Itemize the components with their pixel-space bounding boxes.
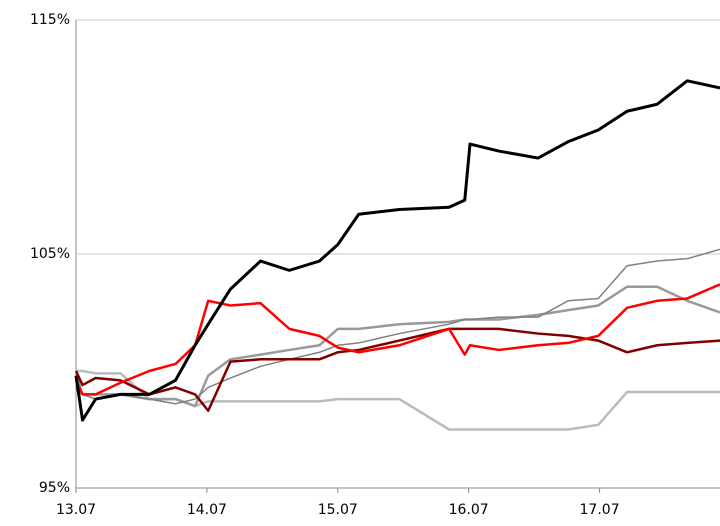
series-line [74,79,720,422]
y-tick-label: 115% [30,12,70,28]
y-tick-label: 95% [39,480,70,496]
series-line [74,283,720,396]
x-tick-label: 13.07 [56,502,96,518]
x-tick-label: 15.07 [318,502,358,518]
x-tick-label: 16.07 [449,502,489,518]
x-tick-label: 17.07 [580,502,620,518]
series-line [75,248,720,405]
x-tick-label: 14.07 [187,502,227,518]
series-line [75,285,720,408]
y-tick-label: 105% [30,246,70,262]
